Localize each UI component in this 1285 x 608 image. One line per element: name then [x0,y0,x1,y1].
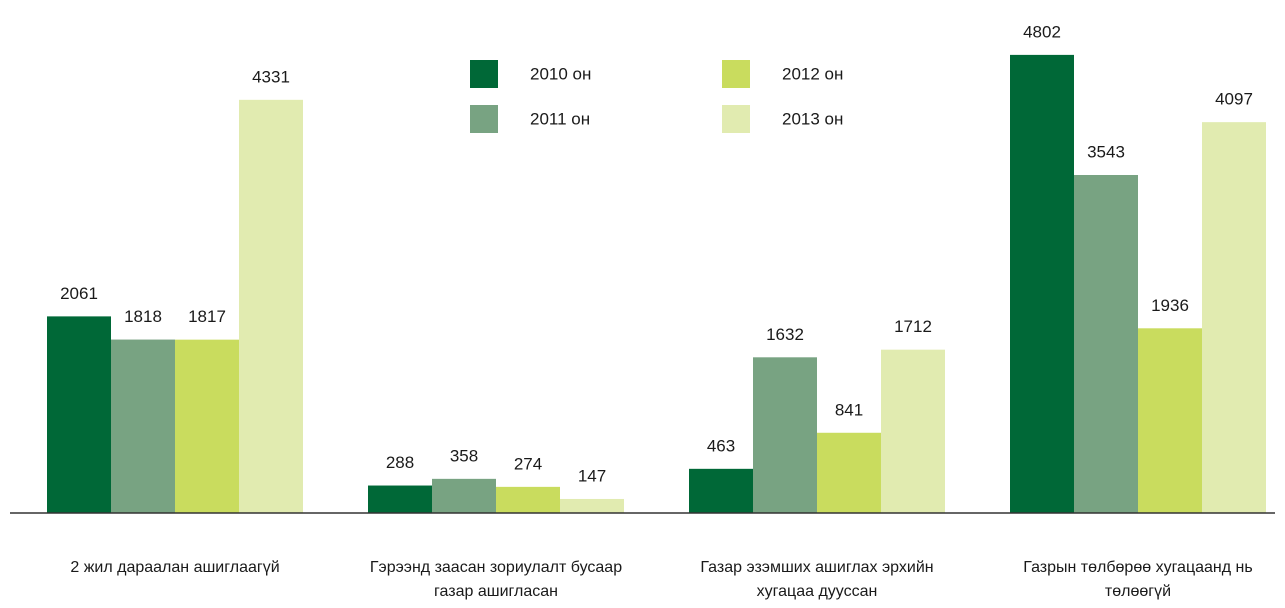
value-label: 3543 [1087,142,1125,161]
bar [111,339,175,513]
value-label: 1817 [188,307,226,326]
bar [817,432,881,513]
bar [1074,174,1138,513]
bar [560,498,624,513]
category-label: 2 жил дараалан ашиглаагүй [70,559,280,576]
bar [432,478,496,513]
bar [47,316,111,513]
legend-swatch [470,60,498,88]
bar [689,468,753,513]
bar [496,486,560,513]
bar [175,339,239,513]
bar [1202,122,1266,513]
value-label: 4331 [252,67,290,86]
value-label: 288 [386,453,414,472]
value-label: 841 [835,400,863,419]
value-label: 1936 [1151,296,1189,315]
legend-label: 2011 он [530,109,590,128]
value-label: 4802 [1023,22,1061,41]
bar [368,485,432,513]
value-label: 1818 [124,307,162,326]
bar [1138,328,1202,513]
category-label: Гэрээнд заасан зориулалт бусаар газар аш… [369,559,623,600]
bar [1010,54,1074,514]
value-label: 463 [707,436,735,455]
legend-swatch [722,105,750,133]
value-label: 1712 [894,317,932,336]
bar [239,99,303,513]
bar [753,357,817,513]
value-label: 4097 [1215,90,1253,109]
value-label: 274 [514,454,542,473]
legend-swatch [470,105,498,133]
value-label: 2061 [60,284,98,303]
value-label: 358 [450,446,478,465]
bar [881,349,945,513]
legend-label: 2012 он [782,64,843,83]
legend-swatch [722,60,750,88]
value-label: 1632 [766,325,804,344]
category-label: Газрын төлбөрөө хугацаанд нь төлөөгүй [1023,559,1253,600]
legend-label: 2010 он [530,64,591,83]
category-label: Газар эзэмших ашиглах эрхийн хугацаа дуу… [700,559,934,600]
value-label: 147 [578,466,606,485]
legend-label: 2013 он [782,109,843,128]
